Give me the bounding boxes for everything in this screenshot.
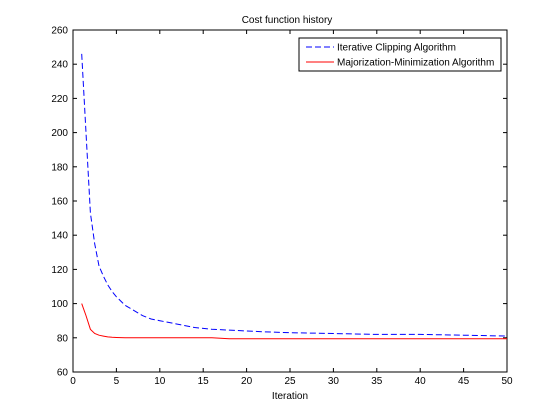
y-tick-label: 260 <box>51 26 68 37</box>
x-tick-label: 15 <box>198 376 210 387</box>
y-tick-label: 100 <box>51 299 68 310</box>
y-tick-label: 120 <box>51 265 68 276</box>
legend: Iterative Clipping Algorithm Majorizatio… <box>298 37 502 72</box>
x-tick-label: 0 <box>70 376 76 387</box>
x-tick-label: 30 <box>328 376 340 387</box>
x-tick-label: 25 <box>284 376 296 387</box>
y-tick-label: 60 <box>57 368 69 379</box>
y-tick-label: 220 <box>51 94 68 105</box>
x-tick-label: 35 <box>371 376 383 387</box>
series-line-majorization-minimization <box>81 303 507 340</box>
plot-area <box>72 29 508 373</box>
y-tick-label: 80 <box>57 333 69 344</box>
legend-label-iterative-clipping: Iterative Clipping Algorithm <box>337 43 456 54</box>
y-tick-label: 180 <box>51 162 68 173</box>
x-axis-label: Iteration <box>272 391 308 402</box>
y-tick-label: 140 <box>51 231 68 242</box>
y-tick-label: 200 <box>51 128 68 139</box>
series-layer <box>81 53 508 340</box>
x-tick-label: 50 <box>501 376 513 387</box>
legend-box <box>298 37 502 72</box>
x-tick-label: 40 <box>415 376 427 387</box>
x-tick-label: 10 <box>154 376 166 387</box>
axis-ticks: 0 5 10 15 20 25 30 35 40 45 50 60 80 100 120 140 160 180 2… <box>51 26 513 388</box>
y-tick-label: 240 <box>51 60 68 71</box>
x-tick-label: 45 <box>458 376 470 387</box>
chart-title: Cost function history <box>242 15 333 26</box>
x-tick-label: 20 <box>241 376 253 387</box>
legend-label-majorization-minimization: Majorization-Minimization Algorithm <box>337 58 494 69</box>
y-tick-label: 160 <box>51 197 68 208</box>
x-tick-label: 5 <box>114 376 120 387</box>
